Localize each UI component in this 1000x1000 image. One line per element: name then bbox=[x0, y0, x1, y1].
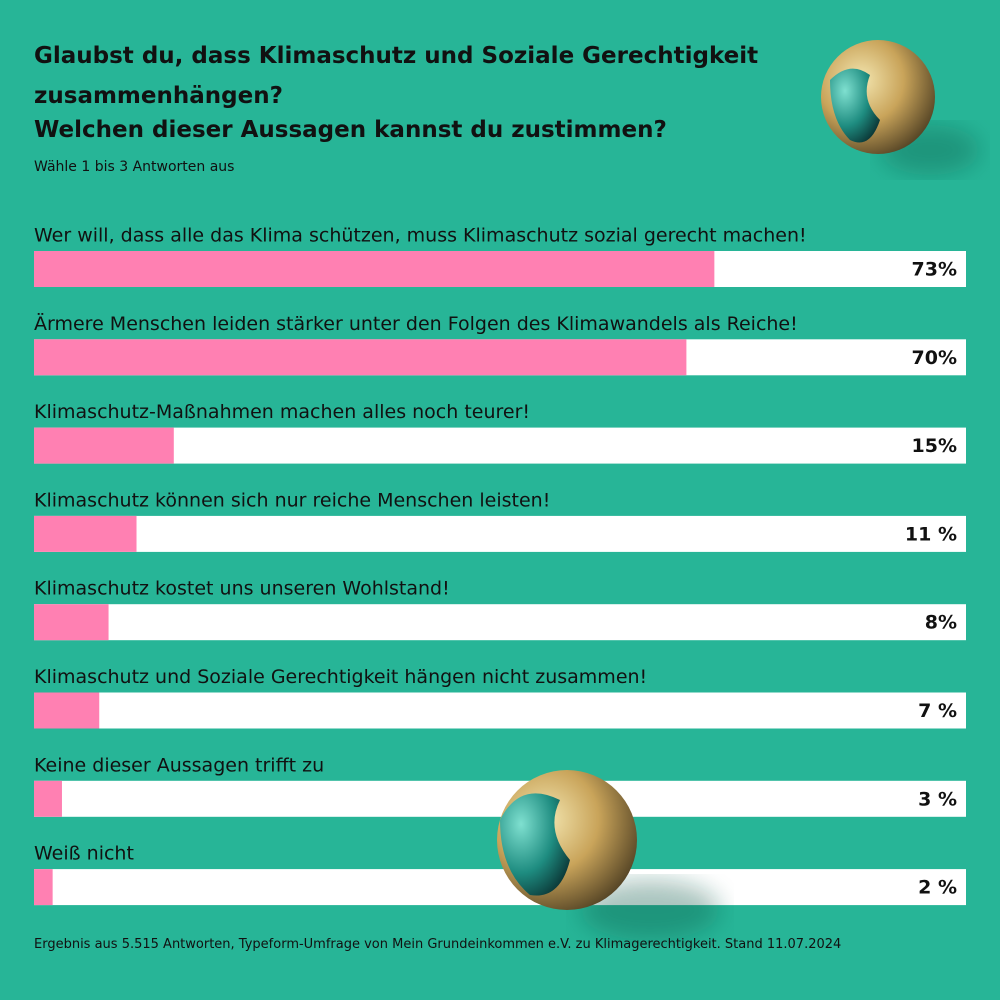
bar-track bbox=[34, 780, 966, 817]
globe bbox=[821, 40, 980, 175]
value-label: 2 % bbox=[918, 877, 957, 899]
bar bbox=[34, 869, 53, 906]
bar-track bbox=[34, 692, 966, 729]
value-label: 73% bbox=[912, 259, 957, 281]
bar bbox=[34, 427, 174, 464]
bar-track bbox=[34, 427, 966, 464]
category-label: Weiß nicht bbox=[34, 843, 134, 865]
category-label: Wer will, dass alle das Klima schützen, … bbox=[34, 225, 807, 247]
category-label: Klimaschutz können sich nur reiche Mensc… bbox=[34, 489, 550, 511]
bar bbox=[34, 692, 100, 729]
bar-track bbox=[34, 869, 966, 906]
value-label: 15% bbox=[912, 435, 957, 457]
bar-track bbox=[34, 604, 966, 641]
value-label: 11 % bbox=[905, 523, 957, 545]
bar-track bbox=[34, 515, 966, 552]
bar bbox=[34, 604, 109, 641]
chart-subtitle: Welchen dieser Aussagen kannst du zustim… bbox=[34, 117, 667, 143]
value-label: 8% bbox=[925, 612, 957, 634]
instruction: Wähle 1 bis 3 Antworten aus bbox=[34, 159, 235, 175]
bar bbox=[34, 780, 62, 817]
value-label: 3 % bbox=[918, 788, 957, 810]
category-label: Klimaschutz kostet uns unseren Wohlstand… bbox=[34, 578, 450, 600]
bar bbox=[34, 339, 687, 376]
value-label: 7 % bbox=[918, 700, 957, 722]
bar bbox=[34, 515, 137, 552]
note: Ergebnis aus 5.515 Antworten, Typeform-U… bbox=[34, 937, 842, 952]
category-label: Keine dieser Aussagen trifft zu bbox=[34, 754, 324, 776]
bar bbox=[34, 251, 715, 287]
globe bbox=[497, 770, 720, 940]
category-label: Klimaschutz-Maßnahmen machen alles noch … bbox=[34, 401, 530, 423]
category-label: Klimaschutz und Soziale Gerechtigkeit hä… bbox=[34, 666, 647, 688]
category-label: Ärmere Menschen leiden stärker unter den… bbox=[34, 312, 798, 335]
value-label: 70% bbox=[912, 347, 957, 369]
chart-title: Glaubst du, dass Klimaschutz und Soziale… bbox=[34, 43, 759, 109]
